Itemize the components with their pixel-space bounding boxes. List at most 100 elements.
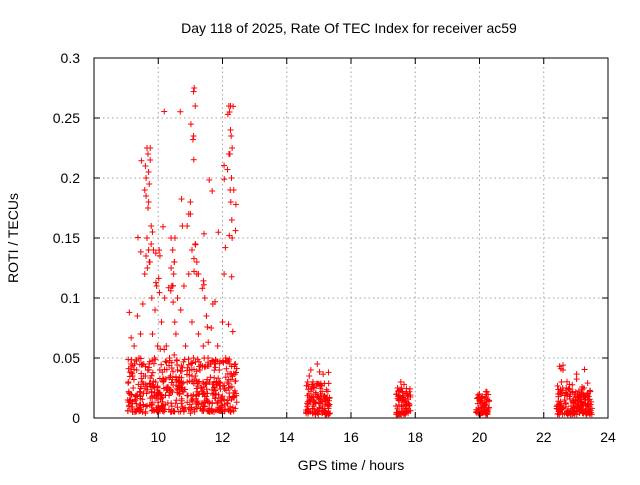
data-point — [177, 108, 184, 115]
data-point — [556, 406, 563, 413]
data-point — [185, 271, 192, 277]
data-point — [193, 392, 200, 399]
data-point — [215, 391, 222, 398]
data-point — [153, 283, 160, 289]
data-point — [152, 279, 159, 286]
data-point — [580, 410, 587, 417]
data-point — [231, 363, 238, 370]
data-point — [205, 398, 212, 405]
data-point — [178, 397, 185, 404]
data-point — [403, 401, 410, 408]
data-point — [145, 199, 152, 205]
data-point — [168, 400, 175, 407]
data-point — [181, 386, 188, 393]
data-point — [558, 379, 565, 385]
data-point — [169, 376, 176, 383]
data-point — [178, 196, 185, 203]
data-point — [225, 376, 232, 383]
data-point — [197, 367, 204, 373]
data-point — [130, 366, 137, 373]
data-point — [171, 351, 178, 358]
y-tick-label: 0 — [72, 410, 80, 426]
data-point — [573, 376, 580, 383]
data-point — [125, 356, 132, 363]
data-point — [559, 387, 566, 394]
data-point — [181, 356, 188, 363]
data-point — [197, 384, 204, 391]
data-point — [188, 404, 195, 411]
data-point — [146, 380, 153, 387]
data-point — [555, 398, 562, 405]
data-point — [155, 404, 162, 411]
data-point — [192, 373, 199, 380]
data-point — [325, 380, 332, 387]
data-point — [137, 248, 144, 255]
data-point — [163, 343, 170, 349]
data-point — [171, 235, 178, 241]
data-point — [397, 379, 404, 385]
data-point — [161, 108, 168, 115]
data-point — [201, 403, 208, 410]
data-point — [316, 368, 323, 375]
data-point — [128, 369, 135, 376]
data-point — [179, 404, 186, 411]
data-point — [126, 403, 133, 410]
data-point — [324, 394, 331, 401]
data-point — [170, 382, 177, 389]
data-point — [478, 397, 485, 404]
data-point — [556, 363, 563, 370]
data-point — [485, 397, 492, 404]
data-point — [193, 404, 200, 411]
data-point — [124, 407, 131, 414]
data-point — [173, 397, 180, 404]
data-point — [149, 229, 156, 235]
data-point — [219, 319, 226, 325]
data-point — [187, 199, 194, 205]
data-point — [309, 393, 316, 400]
data-point — [164, 386, 171, 393]
data-point — [206, 379, 213, 386]
data-point — [138, 157, 145, 164]
data-point — [166, 362, 173, 369]
data-point — [227, 127, 234, 133]
data-point — [580, 401, 587, 408]
data-point — [171, 319, 178, 326]
data-point — [580, 393, 587, 400]
data-point — [170, 299, 177, 306]
data-point — [210, 408, 217, 415]
data-point — [191, 268, 198, 275]
data-point — [152, 356, 159, 363]
data-point — [583, 405, 590, 412]
data-point — [156, 289, 163, 296]
data-point — [126, 309, 133, 316]
data-point — [207, 374, 214, 381]
data-point — [307, 367, 314, 373]
data-point — [482, 402, 489, 409]
data-point — [163, 366, 170, 373]
data-point — [305, 390, 312, 397]
data-point — [201, 295, 208, 301]
data-point — [562, 400, 569, 407]
data-point — [588, 411, 595, 418]
data-point — [187, 360, 194, 367]
data-point — [307, 399, 314, 406]
data-point — [216, 358, 223, 365]
data-point — [184, 223, 191, 229]
data-point — [478, 407, 485, 414]
data-point — [143, 193, 150, 199]
data-point — [569, 397, 576, 404]
data-point — [555, 386, 562, 393]
data-point — [162, 358, 169, 365]
data-point — [305, 410, 312, 417]
data-point — [149, 400, 156, 407]
data-point — [125, 380, 132, 387]
data-point — [185, 211, 192, 217]
data-point — [189, 136, 196, 143]
data-point — [228, 273, 235, 280]
chart-title: Day 118 of 2025, Rate Of TEC Index for r… — [181, 20, 517, 36]
data-point — [143, 253, 150, 259]
data-point — [191, 85, 198, 91]
data-point — [193, 385, 200, 392]
data-point — [566, 395, 573, 402]
